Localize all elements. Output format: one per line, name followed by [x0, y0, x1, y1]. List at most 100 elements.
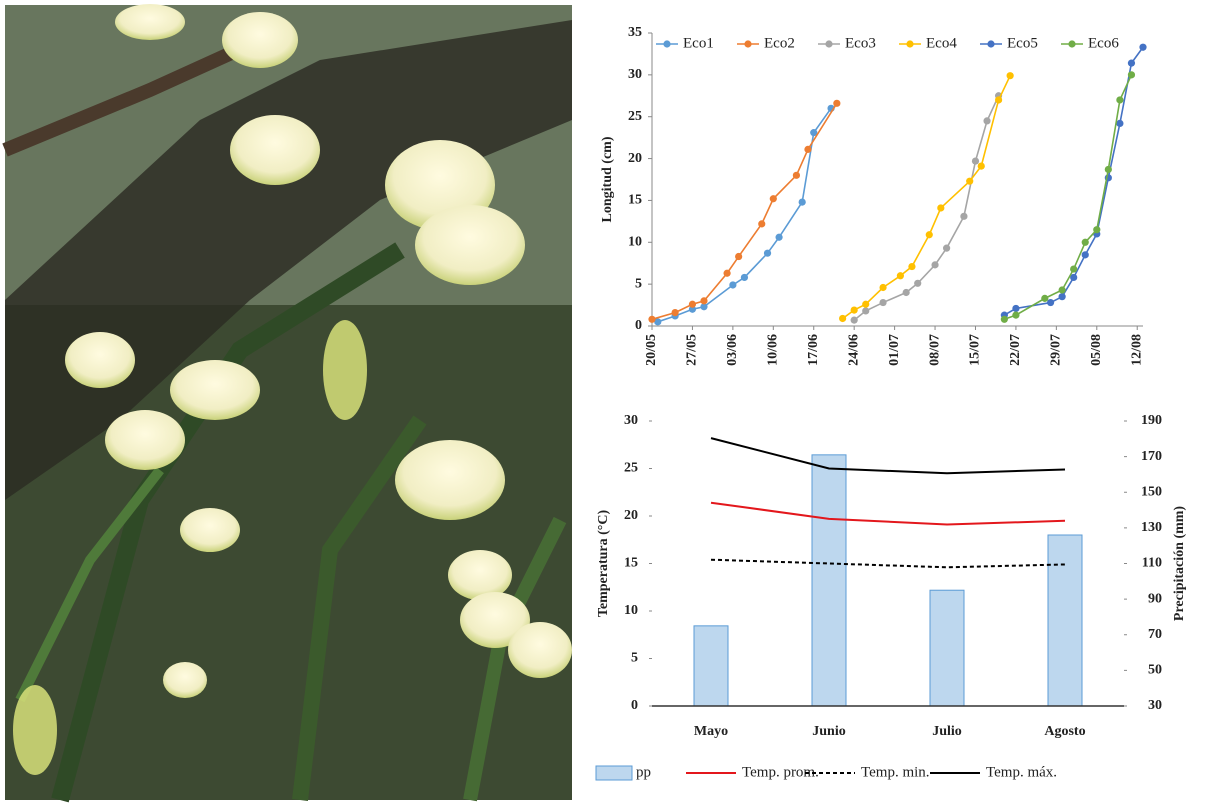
x-tick-label: 24/06 — [846, 334, 861, 366]
point — [1012, 311, 1020, 319]
series-line — [853, 95, 1000, 321]
point — [1058, 293, 1066, 301]
point — [654, 318, 662, 326]
legend-label: Temp. min. — [861, 764, 930, 780]
point — [688, 305, 697, 313]
y2-axis-title: Precipitación (mm) — [1172, 506, 1187, 622]
point — [1081, 251, 1089, 259]
point — [1041, 294, 1049, 302]
legend-marker — [1068, 40, 1076, 48]
point — [804, 145, 812, 153]
x-tick-label: 12/08 — [1129, 334, 1144, 366]
y2-tick-label: 90 — [1148, 591, 1162, 606]
point — [862, 307, 870, 315]
legend-label: Eco1 — [683, 35, 714, 51]
y-tick-label: 25 — [628, 109, 642, 124]
bar — [929, 589, 965, 707]
point — [775, 233, 783, 241]
legend-marker — [663, 40, 671, 48]
point — [983, 117, 991, 125]
x-tick-label: Julio — [932, 724, 962, 739]
y-tick-label: 0 — [635, 318, 642, 333]
point — [671, 309, 679, 317]
point — [729, 281, 737, 289]
legend-label: Eco3 — [845, 35, 876, 51]
legend-label: Eco6 — [1088, 35, 1119, 51]
y-tick-label: 15 — [628, 193, 642, 208]
legend-marker — [987, 40, 995, 48]
point — [1046, 298, 1055, 307]
y2-tick-label: 110 — [1142, 556, 1162, 571]
x-tick-label: 10/06 — [766, 334, 781, 366]
point — [908, 262, 916, 271]
x-tick-label: 20/05 — [644, 334, 659, 366]
point — [850, 316, 858, 324]
x-tick-label: Agosto — [1044, 724, 1085, 739]
y2-tick-label: 50 — [1148, 663, 1162, 678]
point — [879, 298, 887, 307]
legend-marker — [744, 40, 752, 48]
bar — [1047, 534, 1083, 707]
y2-tick-label: 130 — [1141, 520, 1162, 535]
series-line — [710, 437, 1066, 475]
point — [896, 272, 904, 280]
x-tick-label: 15/07 — [968, 334, 983, 366]
point — [931, 261, 939, 269]
x-tick-label: 17/06 — [806, 334, 821, 366]
point — [994, 96, 1003, 104]
point — [1127, 71, 1136, 79]
point — [769, 195, 777, 203]
x-tick-label: Mayo — [694, 724, 728, 739]
point — [763, 249, 772, 257]
x-tick-label: 29/07 — [1049, 334, 1064, 366]
series-line — [1004, 74, 1133, 321]
y-tick-label: 35 — [628, 25, 642, 40]
series-line — [710, 501, 1066, 526]
y-axis-title: Longitud (cm) — [600, 136, 615, 222]
point — [925, 231, 933, 239]
x-tick-label: 08/07 — [927, 334, 942, 366]
point — [1070, 273, 1078, 282]
x-tick-label: 03/06 — [725, 334, 740, 366]
point — [1070, 265, 1078, 273]
point — [1093, 226, 1101, 234]
photo — [2, 4, 572, 803]
point — [688, 300, 697, 308]
series-line — [710, 558, 1066, 569]
point — [700, 303, 708, 311]
point — [1006, 72, 1014, 80]
point — [862, 300, 870, 308]
point — [700, 297, 708, 305]
y-tick-label: 10 — [628, 235, 642, 250]
point — [943, 244, 951, 252]
point — [1000, 315, 1008, 323]
legend-label: Eco4 — [926, 35, 957, 51]
legend-label: Temp. máx. — [986, 764, 1057, 780]
legend-swatch — [595, 765, 633, 781]
y-tick-label: 25 — [624, 461, 638, 476]
legend-marker — [906, 40, 914, 48]
y-tick-label: 10 — [624, 603, 638, 618]
y2-tick-label: 30 — [1148, 698, 1162, 713]
point — [937, 204, 945, 212]
point — [971, 157, 980, 165]
y2-tick-label: 150 — [1141, 484, 1162, 499]
x-tick-label: 01/07 — [887, 334, 902, 366]
point — [758, 220, 766, 228]
point — [1058, 286, 1066, 294]
point — [648, 315, 656, 323]
y-tick-label: 5 — [635, 276, 642, 291]
y-axis-title: Temperatura (°C) — [596, 509, 611, 617]
point — [1139, 43, 1147, 51]
series-line — [657, 107, 832, 323]
y-tick-label: 30 — [628, 67, 642, 82]
point — [833, 99, 841, 107]
point — [735, 252, 743, 261]
point — [977, 162, 985, 170]
legend-label: Eco2 — [764, 35, 795, 51]
point — [914, 279, 922, 287]
point — [966, 177, 974, 185]
point — [1116, 119, 1124, 128]
point — [810, 129, 818, 137]
y-tick-label: 20 — [624, 508, 638, 523]
